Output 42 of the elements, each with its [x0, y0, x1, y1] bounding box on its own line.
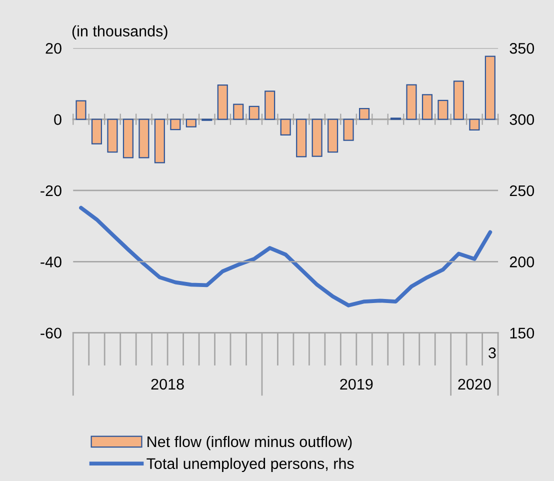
text: 2018: [151, 378, 184, 390]
bar: [170, 118, 181, 130]
y2-tick-label: 300: [510, 114, 534, 125]
y-tick-label: -20: [40, 185, 62, 196]
bar: [359, 108, 370, 120]
y2-tick-label: 250: [510, 185, 534, 196]
y-tick-label: 20: [46, 42, 62, 54]
bar: [343, 118, 354, 141]
y2-tick-label: 200: [510, 256, 534, 268]
bar: [312, 118, 322, 157]
bar: [91, 118, 102, 144]
bar: [154, 118, 165, 164]
bar: [264, 90, 276, 120]
bar: [122, 118, 134, 158]
bar: [248, 106, 260, 120]
bar: [296, 118, 307, 158]
x-tick-label: 3: [488, 347, 496, 358]
bar: [76, 100, 86, 120]
y-tick-label: -60: [40, 328, 62, 339]
legend-label: Net flow (inflow minus outflow): [148, 436, 352, 450]
bar: [138, 118, 150, 158]
y-tick-label: 0: [54, 114, 62, 125]
y2-tick-label: 150: [510, 328, 534, 339]
bar: [453, 80, 464, 120]
text: 2020: [458, 378, 491, 390]
legend-label: Total unemployed persons, rhs: [146, 458, 354, 472]
y-axis-title: (in thousands): [72, 25, 168, 40]
bar: [217, 84, 228, 120]
bar: [328, 118, 338, 153]
bar: [186, 118, 196, 128]
bar: [422, 94, 433, 120]
bar: [438, 100, 448, 120]
bar: [469, 118, 480, 131]
y-tick-label: -40: [40, 256, 62, 268]
bar: [107, 118, 118, 153]
y2-tick-label: 350: [510, 42, 534, 54]
line-series: [79, 206, 492, 308]
bar: [280, 118, 291, 136]
bar: [406, 84, 417, 120]
bar: [233, 104, 244, 120]
text: 2019: [340, 378, 373, 390]
bar: [484, 56, 496, 120]
